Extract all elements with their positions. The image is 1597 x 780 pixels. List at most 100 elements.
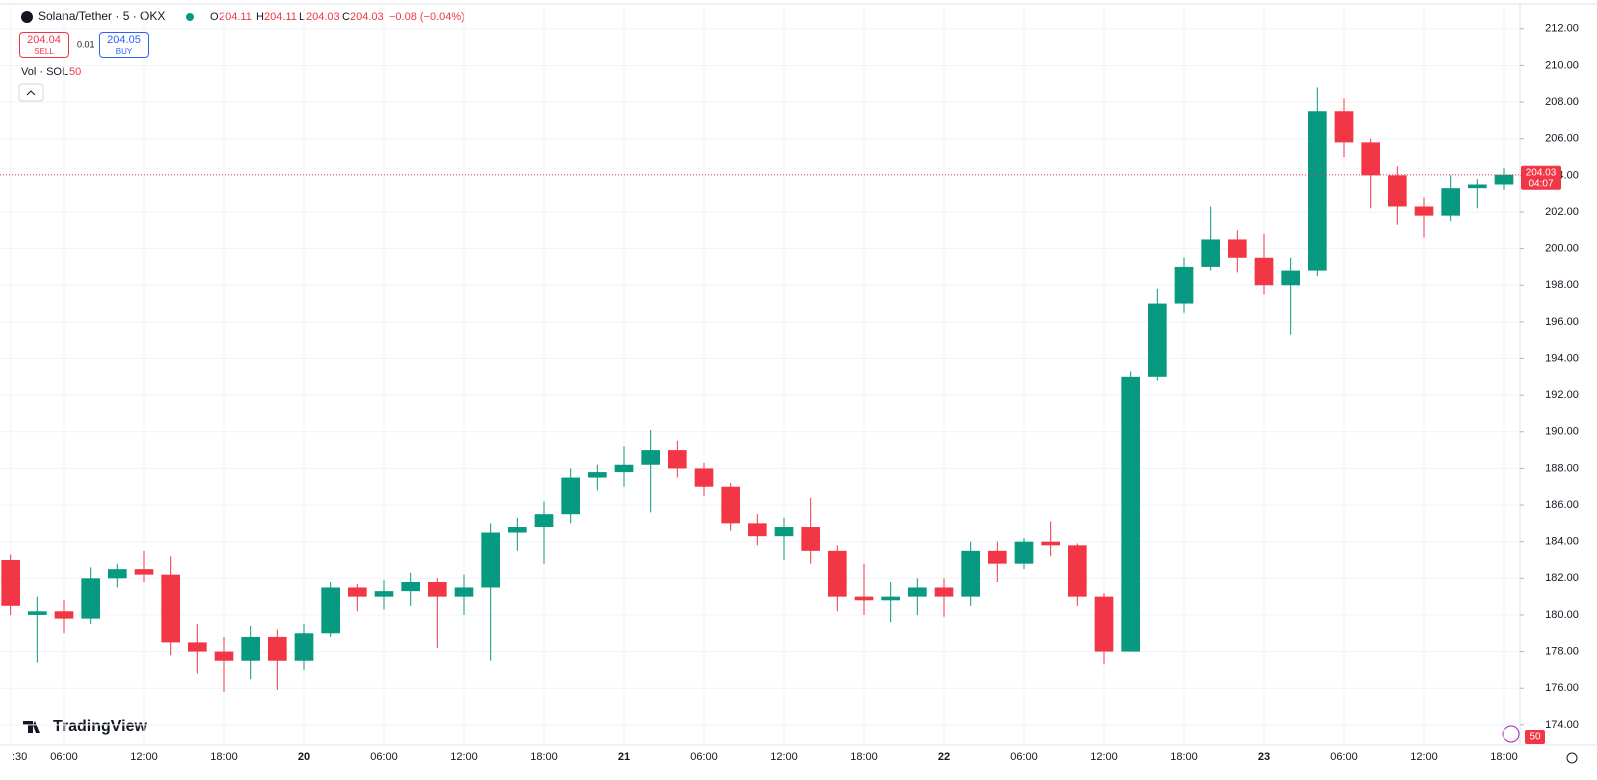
last-price-label: 204.03 xyxy=(1526,167,1557,178)
countdown: 04:07 xyxy=(1528,178,1553,189)
settings-icon[interactable] xyxy=(1566,752,1578,764)
x-tick-label: 12:00 xyxy=(130,751,158,763)
candle-body xyxy=(134,569,154,575)
alert-icon[interactable] xyxy=(1502,725,1520,743)
candle-body xyxy=(774,527,794,537)
candle-body xyxy=(294,633,314,661)
candle-body xyxy=(1148,303,1167,377)
candle-body xyxy=(641,450,660,465)
chart-title: Solana/Tether · 5 · OKX xyxy=(38,9,165,23)
candle-body xyxy=(268,636,287,661)
x-tick-label: :30 xyxy=(12,751,27,763)
badge-bg xyxy=(1525,730,1545,744)
candle-body xyxy=(534,514,554,528)
o-label: O xyxy=(210,11,219,23)
x-tick-label: 20 xyxy=(298,751,310,763)
candle-body xyxy=(721,486,740,524)
y-tick-label: 182.00 xyxy=(1545,572,1579,584)
candle-body xyxy=(801,527,820,551)
c-value: 204.03 xyxy=(350,11,384,23)
candle-body xyxy=(908,587,927,597)
y-tick-label: 186.00 xyxy=(1545,499,1579,511)
candle-body xyxy=(934,587,954,597)
change: −0.08 (−0.04%) xyxy=(389,11,465,23)
candle-body xyxy=(481,532,500,588)
x-tick-label: 06:00 xyxy=(690,751,718,763)
y-tick-label: 206.00 xyxy=(1545,133,1579,145)
candle-body xyxy=(188,642,207,652)
candle-body xyxy=(1281,270,1300,286)
y-tick-label: 196.00 xyxy=(1545,316,1579,328)
x-tick-label: 23 xyxy=(1258,751,1270,763)
candle-body xyxy=(428,581,447,597)
x-tick-label: 18:00 xyxy=(1490,751,1518,763)
x-tick-label: 06:00 xyxy=(1330,751,1358,763)
candle-body xyxy=(1494,174,1514,185)
candle-body xyxy=(1334,111,1354,143)
y-tick-label: 212.00 xyxy=(1545,23,1579,35)
last-price-tag xyxy=(1521,165,1561,190)
candle-body xyxy=(881,596,900,601)
candle-body xyxy=(1014,541,1034,564)
candle-body xyxy=(401,581,420,592)
c-label: C xyxy=(342,11,350,23)
sell-button[interactable]: 204.04 SELL xyxy=(19,32,69,58)
y-tick-label: 174.00 xyxy=(1545,719,1579,731)
candle-body xyxy=(828,550,847,597)
candle-body xyxy=(1201,239,1220,267)
y-tick-label: 188.00 xyxy=(1545,462,1579,474)
candle-body xyxy=(588,472,607,478)
y-tick-label: 200.00 xyxy=(1545,243,1579,255)
logo: TradingView xyxy=(53,718,148,735)
candle-body xyxy=(1228,239,1247,258)
candle-body xyxy=(321,587,340,634)
y-tick-label: 208.00 xyxy=(1545,96,1579,108)
y-tick-label: 176.00 xyxy=(1545,682,1579,694)
buy-price: 204.05 xyxy=(107,34,141,46)
candle-body xyxy=(561,477,580,515)
collapse-button[interactable] xyxy=(18,83,44,102)
candle-body xyxy=(214,651,234,661)
y-tick-label: 190.00 xyxy=(1545,426,1579,438)
y-tick-label: 192.00 xyxy=(1545,389,1579,401)
x-tick-label: 06:00 xyxy=(50,751,78,763)
x-tick-label: 18:00 xyxy=(210,751,238,763)
volume-label: Vol · SOL xyxy=(21,66,68,78)
candle-body xyxy=(1121,376,1140,652)
symbol-icon xyxy=(21,11,33,23)
x-tick-label: 22 xyxy=(938,751,950,763)
candle-body xyxy=(1388,175,1407,207)
sell-price: 204.04 xyxy=(27,34,61,46)
h-value: 204.11 xyxy=(264,11,297,23)
x-tick-label: 06:00 xyxy=(370,751,398,763)
sell-label: SELL xyxy=(34,47,54,56)
candle-body xyxy=(508,527,527,533)
candle-body xyxy=(374,591,394,597)
buy-button[interactable]: 204.05 BUY xyxy=(99,32,149,58)
x-tick-label: 18:00 xyxy=(530,751,558,763)
h-label: H xyxy=(256,11,264,23)
collapse-icon xyxy=(26,90,36,96)
candle-body xyxy=(28,611,47,615)
y-tick-label: 198.00 xyxy=(1545,279,1579,291)
candle-body xyxy=(1,560,20,606)
candle-body xyxy=(668,450,687,469)
candle-body xyxy=(1174,266,1194,304)
candle-body xyxy=(1308,111,1327,271)
l-label: L xyxy=(299,11,305,23)
badge: 50 xyxy=(1529,732,1541,743)
candle-body xyxy=(1041,541,1060,546)
y-tick-label: 210.00 xyxy=(1545,59,1579,71)
x-tick-label: 12:00 xyxy=(450,751,478,763)
candle-body xyxy=(1361,142,1380,176)
status-dot xyxy=(186,13,194,21)
candle-body xyxy=(694,468,714,487)
x-tick-label: 12:00 xyxy=(1090,751,1118,763)
candle-body xyxy=(241,636,260,661)
l-value: 204.03 xyxy=(306,11,340,23)
candle-body xyxy=(961,550,980,597)
logo-icon xyxy=(23,721,40,733)
y-tick-label: 202.00 xyxy=(1545,206,1579,218)
buy-label: BUY xyxy=(115,47,133,56)
